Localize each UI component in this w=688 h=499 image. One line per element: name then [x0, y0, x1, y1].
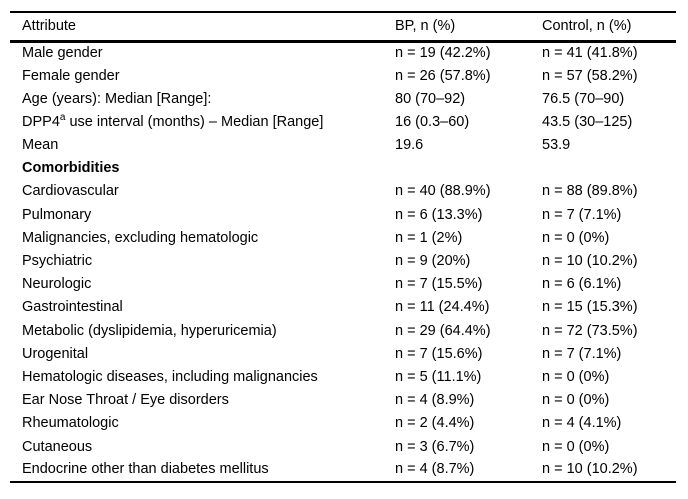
control-cell	[542, 157, 676, 180]
attribute-cell: Psychiatric	[22, 253, 93, 270]
table-row: Hematologic diseases, including malignan…	[10, 366, 676, 389]
attribute-cell: Cardiovascular	[22, 183, 119, 200]
column-header-bp: BP, n (%)	[395, 11, 542, 43]
bp-cell: n = 4 (8.7%)	[395, 458, 542, 483]
control-cell: n = 57 (58.2%)	[542, 67, 638, 84]
attribute-cell: Female gender	[22, 67, 120, 84]
attribute-cell: Metabolic (dyslipidemia, hyperuricemia)	[22, 322, 277, 339]
section-title-cell: Comorbidities	[22, 160, 120, 177]
control-cell: 43.5 (30–125)	[542, 113, 633, 130]
column-header-control: Control, n (%)	[542, 11, 676, 43]
attribute-text: DPP4	[22, 113, 60, 130]
attribute-text: use interval (months) – Median [Range]	[65, 113, 324, 130]
table-row: Female gender n = 26 (57.8%) n = 57 (58.…	[10, 64, 676, 87]
attribute-cell: Age (years): Median [Range]:	[22, 90, 212, 107]
table-row: Neurologic n = 7 (15.5%) n = 6 (6.1%)	[10, 273, 676, 296]
bp-cell: n = 29 (64.4%)	[395, 322, 491, 339]
attribute-cell: DPP4a use interval (months) – Median [Ra…	[10, 111, 395, 134]
table-row: Endocrine other than diabetes mellitus n…	[10, 458, 676, 483]
table-row: Gastrointestinal n = 11 (24.4%) n = 15 (…	[10, 296, 676, 319]
control-cell: n = 4 (4.1%)	[542, 415, 622, 432]
bp-cell: 19.6	[395, 137, 424, 154]
footnote-marker: a	[59, 112, 66, 124]
table-row: Rheumatologic n = 2 (4.4%) n = 4 (4.1%)	[10, 412, 676, 435]
bp-cell: n = 40 (88.9%)	[395, 183, 491, 200]
header-row: Attribute BP, n (%) Control, n (%)	[10, 11, 676, 43]
control-cell: n = 6 (6.1%)	[542, 276, 622, 293]
bp-cell: n = 9 (20%)	[395, 253, 471, 270]
table-row: Malignancies, excluding hematologic n = …	[10, 227, 676, 250]
control-cell: n = 7 (7.1%)	[542, 206, 622, 223]
table-row: Cardiovascular n = 40 (88.9%) n = 88 (89…	[10, 180, 676, 203]
control-cell: n = 7 (7.1%)	[542, 345, 622, 362]
table-row: Psychiatric n = 9 (20%) n = 10 (10.2%)	[10, 250, 676, 273]
control-cell: n = 0 (0%)	[542, 438, 610, 455]
bp-cell: n = 1 (2%)	[395, 229, 463, 246]
table-row: DPP4a use interval (months) – Median [Ra…	[10, 111, 676, 134]
control-cell: 76.5 (70–90)	[542, 90, 625, 107]
attribute-cell: Cutaneous	[22, 438, 93, 455]
bp-cell	[395, 157, 542, 180]
control-cell: n = 72 (73.5%)	[542, 322, 638, 339]
bp-cell: n = 2 (4.4%)	[395, 415, 475, 432]
section-header-row: Comorbidities	[10, 157, 676, 180]
attribute-cell: Neurologic	[22, 276, 92, 293]
bp-cell: n = 26 (57.8%)	[395, 67, 491, 84]
bp-cell: n = 6 (13.3%)	[395, 206, 483, 223]
bp-cell: n = 11 (24.4%)	[395, 299, 490, 316]
column-header-attribute: Attribute	[10, 11, 395, 43]
control-cell: n = 0 (0%)	[542, 392, 610, 409]
attribute-cell: Ear Nose Throat / Eye disorders	[22, 392, 229, 409]
bp-cell: 16 (0.3–60)	[395, 113, 470, 130]
attribute-cell: Gastrointestinal	[22, 299, 123, 316]
attribute-cell: Endocrine other than diabetes mellitus	[10, 458, 395, 483]
attribute-cell: Male gender	[22, 45, 103, 62]
attribute-cell: Urogenital	[22, 345, 89, 362]
control-cell: n = 10 (10.2%)	[542, 458, 676, 483]
bp-cell: n = 19 (42.2%)	[395, 45, 491, 62]
bp-cell: n = 3 (6.7%)	[395, 438, 475, 455]
control-cell: 53.9	[542, 137, 571, 154]
table-row: Ear Nose Throat / Eye disorders n = 4 (8…	[10, 389, 676, 412]
bp-cell: n = 7 (15.5%)	[395, 276, 483, 293]
bp-cell: 80 (70–92)	[395, 90, 466, 107]
control-cell: n = 0 (0%)	[542, 368, 610, 385]
table-row: Mean 19.6 53.9	[10, 134, 676, 157]
table-row: Age (years): Median [Range]: 80 (70–92) …	[10, 87, 676, 110]
bp-cell: n = 5 (11.1%)	[395, 368, 482, 385]
control-cell: n = 88 (89.8%)	[542, 183, 638, 200]
bp-cell: n = 4 (8.9%)	[395, 392, 475, 409]
attribute-cell: Pulmonary	[22, 206, 92, 223]
table-row: Metabolic (dyslipidemia, hyperuricemia) …	[10, 319, 676, 342]
control-cell: n = 15 (15.3%)	[542, 299, 638, 316]
table-row: Pulmonary n = 6 (13.3%) n = 7 (7.1%)	[10, 203, 676, 226]
control-cell: n = 10 (10.2%)	[542, 253, 638, 270]
control-cell: n = 41 (41.8%)	[542, 45, 638, 62]
attribute-cell: Hematologic diseases, including malignan…	[22, 368, 318, 385]
attribute-cell: Mean	[22, 137, 59, 154]
bp-cell: n = 7 (15.6%)	[395, 345, 483, 362]
attribute-comparison-table: Attribute BP, n (%) Control, n (%) Male …	[10, 11, 676, 483]
table-row: Cutaneous n = 3 (6.7%) n = 0 (0%)	[10, 435, 676, 458]
table-row: Urogenital n = 7 (15.6%) n = 7 (7.1%)	[10, 342, 676, 365]
control-cell: n = 0 (0%)	[542, 229, 610, 246]
attribute-cell: Rheumatologic	[22, 415, 119, 432]
attribute-cell: Malignancies, excluding hematologic	[22, 229, 259, 246]
table-row: Male gender n = 19 (42.2%) n = 41 (41.8%…	[10, 41, 676, 64]
